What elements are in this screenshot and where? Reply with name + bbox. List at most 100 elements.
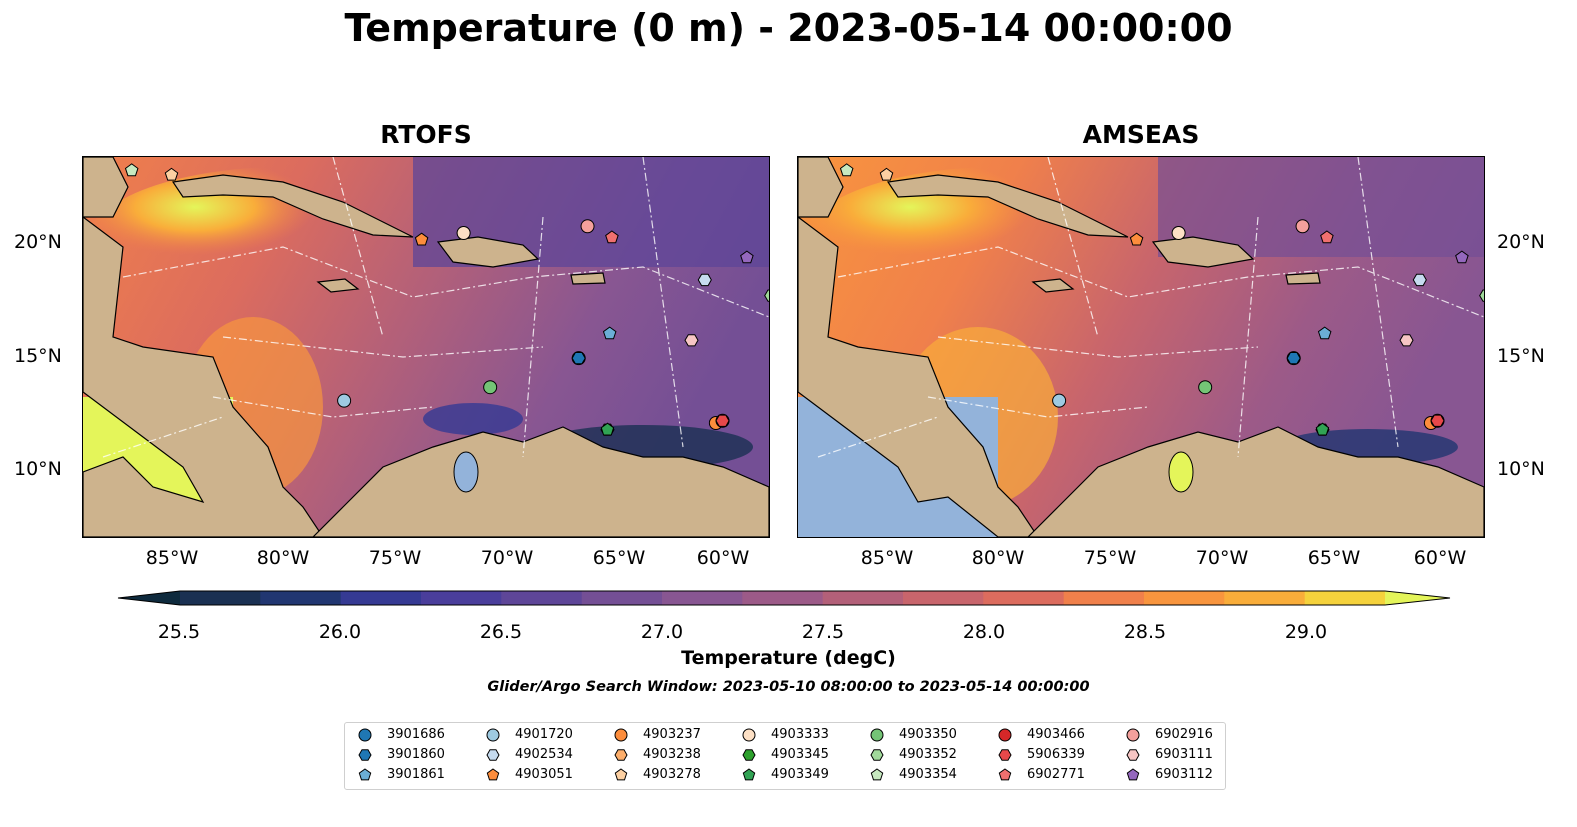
float-marker-6902916 [580,219,595,234]
lat-label-left-15n: 15°N [14,345,62,367]
lon-label-amseas-60w: 60°W [1413,547,1467,569]
legend-marker-circle [870,728,884,742]
colorbar-tick-26-0: 26.0 [318,621,362,643]
lon-label-rtofs-80w: 80°W [256,547,310,569]
lon-label-amseas-65w: 65°W [1307,547,1361,569]
float-marker-5906339 [1430,414,1445,427]
float-marker-6903111 [1399,334,1414,347]
map-rtofs [82,156,770,538]
colombia-cool-water [423,403,523,435]
legend-label: 4903352 [899,747,957,762]
legend-label: 3901861 [387,767,445,782]
search-window-subtitle: Glider/Argo Search Window: 2023-05-10 08… [487,679,1090,695]
lon-label-amseas-75w: 75°W [1083,547,1137,569]
lon-label-amseas-85w: 85°W [860,547,914,569]
float-marker-3901861 [1317,326,1332,340]
lat-label-right-20n: 20°N [1497,231,1545,253]
float-marker-4902534 [1412,273,1427,287]
colorbar-segment [501,591,583,605]
float-marker-4901720 [1052,393,1067,408]
float-marker-3901861 [602,326,617,340]
colorbar-segment [260,591,342,605]
hispaniola-land [436,236,540,268]
colorbar-segment [742,591,824,605]
legend-marker [742,768,756,781]
cuba-land [171,174,414,238]
float-marker-4902534 [697,273,712,287]
float-marker-6903112 [740,250,754,264]
legend-marker [870,728,884,742]
legend-marker-pentagon [1126,768,1140,781]
colorbar-tick-27-0: 27.0 [640,621,684,643]
lat-label-left-20n: 20°N [14,231,62,253]
colorbar-segment [1385,591,1450,605]
legend-marker [998,749,1012,761]
legend-marker-hexagon [358,749,372,761]
legend-label: 4903466 [1027,727,1085,742]
float-marker-6903112 [1455,250,1469,264]
colorbar-segment [581,591,663,605]
float-marker-4903349 [600,422,615,436]
jamaica-land [1031,278,1075,293]
legend-marker [486,728,500,742]
legend-marker [998,768,1012,781]
colorbar-outline [117,590,1451,606]
legend-label: 4903051 [515,767,573,782]
colorbar-segment [1144,591,1225,605]
float-marker-4903350 [483,380,498,395]
legend-marker [870,749,884,761]
colorbar-tick-28-5: 28.5 [1123,621,1167,643]
legend-label: 4903349 [771,767,829,782]
jamaica-land [316,278,360,293]
float-marker-3901860 [571,352,586,365]
float-marker-4903352 [764,289,769,302]
colorbar-svg [117,590,1451,606]
legend-marker-hexagon [614,749,628,761]
hispaniola-land [1151,236,1255,268]
legend-marker-pentagon [358,768,372,781]
colorbar-tick-25-5: 25.5 [157,621,201,643]
legend-marker-pentagon [614,768,628,781]
float-marker-4903051 [414,232,429,246]
legend-marker-circle [614,728,628,742]
colorbar-segment [1063,591,1145,605]
colorbar-tick-29-0: 29.0 [1284,621,1328,643]
colorbar-segment [1224,591,1306,605]
legend-marker [358,768,372,781]
legend-marker [742,749,756,761]
legend-label: 6902771 [1027,767,1085,782]
legend-label: 6903111 [1155,747,1213,762]
legend-label: 5906339 [1027,747,1085,762]
colorbar-segment [340,591,422,605]
float-marker-4903333 [1171,226,1186,240]
float-marker-6902771 [605,230,619,244]
lat-label-right-15n: 15°N [1497,345,1545,367]
legend-label: 4903238 [643,747,701,762]
legend-label: 4903278 [643,767,701,782]
colorbar-segment [903,591,984,605]
yucatan-land [798,157,844,218]
float-marker-4903352 [1479,289,1484,302]
lat-label-right-10n: 10°N [1497,458,1545,480]
eez-boundaries [102,157,769,458]
legend-marker [1126,768,1140,781]
legend-marker-circle [486,728,500,742]
legend-marker-pentagon [870,768,884,781]
colorbar-segment [421,591,502,605]
eez-boundaries [817,157,1484,458]
float-marker-5906339 [715,414,730,427]
lon-label-rtofs-75w: 75°W [368,547,422,569]
float-legend: 3901686 3901860 3901861 4901720 4902534 49030… [344,722,1226,790]
lon-label-rtofs-65w: 65°W [592,547,646,569]
float-marker-4903278 [164,167,179,181]
legend-marker-pentagon [742,768,756,781]
legend-marker [614,749,628,761]
colorbar-segment [118,591,180,605]
legend-marker [1126,728,1140,742]
float-marker-3901860 [1286,352,1301,365]
float-markers-rtofs [124,163,769,436]
lon-label-amseas-80w: 80°W [971,547,1025,569]
lat-label-left-10n: 10°N [14,458,62,480]
legend-marker-circle [998,728,1012,742]
float-marker-6903111 [684,334,699,347]
